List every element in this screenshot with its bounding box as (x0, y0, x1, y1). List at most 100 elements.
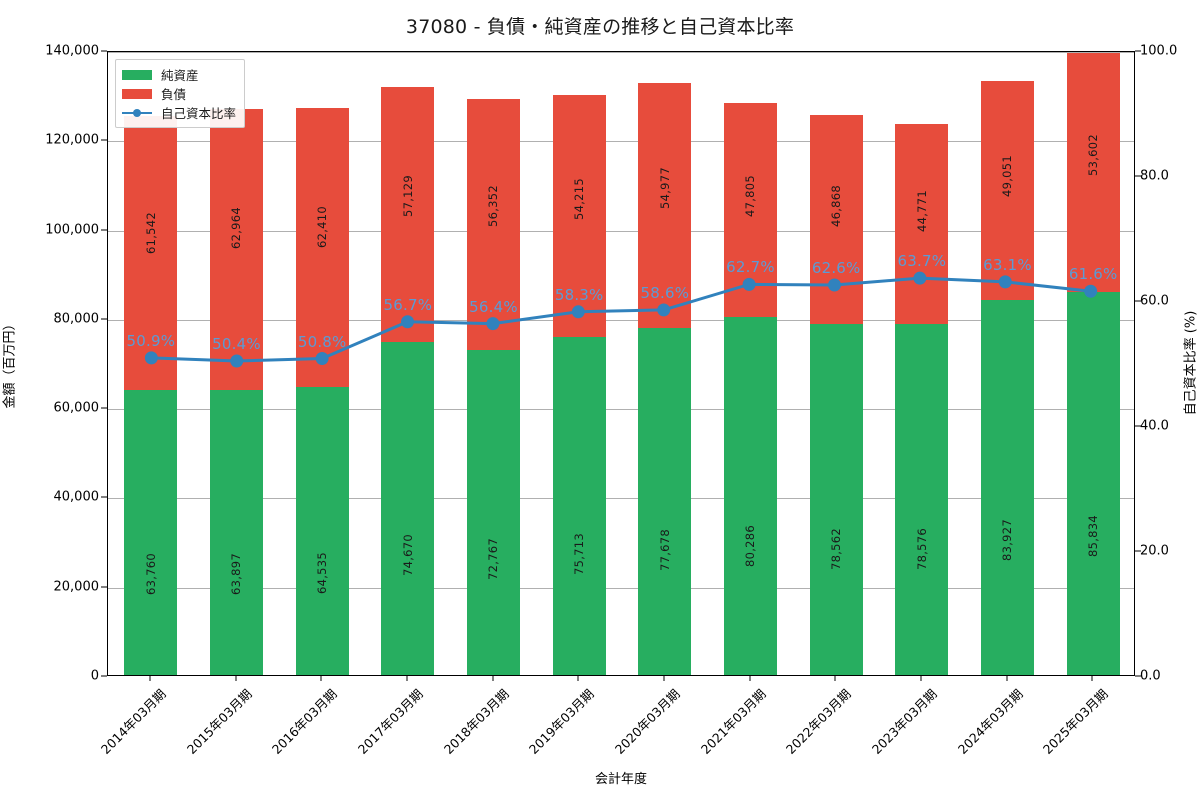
bar-group[interactable]: 72,767 56,352 (466, 50, 521, 675)
bar-segment-liability[interactable]: 49,051 (980, 81, 1035, 301)
bar-segment-liability[interactable]: 46,868 (809, 115, 863, 325)
bar-value-label-liability: 54,977 (657, 166, 672, 210)
bar-group[interactable]: 83,927 49,051 (980, 50, 1035, 675)
y-axis-right-label: 自己資本比率 (%) (1183, 310, 1199, 416)
y-axis-left-tick-mark (101, 139, 107, 141)
y-axis-left-tick-label: 20,000 (53, 579, 100, 595)
bar-value-label-equity: 78,562 (829, 527, 844, 570)
bar-segment-equity[interactable]: 64,535 (295, 386, 349, 675)
bar-group[interactable]: 63,897 62,964 (209, 50, 264, 675)
bar-value-label-liability: 57,129 (400, 174, 415, 217)
bar-value-label-equity: 83,927 (1000, 518, 1015, 561)
bar-segment-liability[interactable]: 44,771 (895, 124, 949, 325)
bar-group[interactable]: 85,834 53,602 (1066, 50, 1120, 675)
gridline (108, 587, 1134, 589)
gridline (108, 141, 1134, 143)
bar-value-label-liability: 53,602 (1086, 134, 1101, 177)
bar-segment-liability[interactable]: 53,602 (1066, 52, 1120, 292)
bar-segment-liability[interactable]: 47,805 (723, 103, 778, 317)
ratio-value-label: 61.6% (1068, 265, 1118, 283)
x-axis-tick-mark (1006, 676, 1007, 681)
chart-title: 37080 - 負債・純資産の推移と自己資本比率 (405, 16, 795, 38)
bar-value-label-liability: 49,051 (1000, 154, 1015, 197)
y-axis-right-tick-mark (1135, 50, 1141, 52)
ratio-value-label: 62.6% (811, 258, 861, 277)
x-axis-tick-label: 2015年03月期 (183, 686, 255, 757)
bar-group[interactable]: 78,576 44,771 (895, 50, 949, 675)
bar-value-label-equity: 77,678 (657, 529, 672, 572)
x-axis-tick-mark (663, 676, 665, 681)
y-axis-left-tick-label: 40,000 (53, 489, 100, 505)
bar-value-label-equity: 64,535 (315, 551, 330, 594)
y-axis-left-tick-label: 0 (90, 668, 99, 684)
ratio-value-label: 50.8% (297, 332, 347, 351)
legend-item[interactable]: 自己資本比率 (122, 103, 236, 122)
bar-value-label-liability: 62,410 (315, 205, 330, 248)
bar-value-label-liability: 44,771 (914, 190, 929, 233)
bar-segment-equity[interactable]: 80,286 (723, 316, 778, 675)
x-axis-tick-label: 2020年03月期 (611, 686, 683, 757)
y-axis-right-tick-mark (1135, 675, 1141, 677)
legend-swatch-icon (122, 69, 152, 80)
legend-item[interactable]: 純資産 (122, 65, 236, 84)
bar-value-label-equity: 78,576 (914, 527, 929, 570)
x-axis-tick-mark (149, 676, 151, 681)
y-axis-left-tick-label: 80,000 (53, 311, 100, 327)
plot-area: 63,760 61,542 63,897 62,964 64,535 62,410 74,6… (107, 51, 1135, 676)
legend-item-label: 自己資本比率 (161, 106, 237, 121)
y-axis-left-tick-mark (101, 50, 107, 52)
x-axis-tick-mark (577, 676, 579, 681)
bar-value-label-equity: 80,286 (743, 524, 758, 567)
bar-group[interactable]: 64,535 62,410 (295, 50, 349, 675)
bar-group[interactable]: 77,678 54,977 (638, 50, 692, 675)
ratio-value-label: 62.7% (726, 258, 775, 277)
bar-segment-equity[interactable]: 63,760 (124, 390, 178, 675)
y-axis-left-tick-mark (101, 318, 107, 320)
x-axis-tick-label: 2017年03月期 (354, 686, 426, 757)
bar-segment-equity[interactable]: 74,670 (381, 341, 435, 675)
y-axis-right-tick-label: 80.0 (1140, 168, 1169, 184)
legend-item[interactable]: 負債 (122, 84, 236, 103)
x-axis-tick-mark (749, 676, 750, 681)
y-axis-left-label: 金額（百万円） (2, 317, 18, 409)
bar-segment-equity[interactable]: 77,678 (638, 328, 692, 675)
bar-group[interactable]: 75,713 54,215 (552, 50, 606, 675)
bar-segment-equity[interactable]: 75,713 (552, 337, 606, 675)
bar-value-label-liability: 62,964 (229, 207, 244, 250)
x-axis-tick-label: 2024年03月期 (954, 686, 1026, 757)
bar-value-label-liability: 46,868 (829, 184, 844, 227)
y-axis-left-tick-mark (101, 586, 107, 588)
bar-segment-equity[interactable]: 78,576 (895, 324, 949, 675)
bar-segment-equity[interactable]: 83,927 (980, 300, 1035, 675)
y-axis-left-tick-label: 100,000 (45, 222, 99, 238)
ratio-value-label: 58.3% (554, 285, 604, 304)
x-axis-tick-mark (834, 676, 836, 681)
bar-group[interactable]: 80,286 47,805 (723, 50, 778, 675)
y-axis-left-tick-mark (101, 407, 107, 409)
ratio-value-label: 56.7% (383, 295, 433, 314)
y-axis-right-tick-mark (1135, 300, 1141, 302)
bar-group[interactable]: 74,670 57,129 (381, 50, 435, 675)
bar-segment-equity[interactable]: 63,897 (209, 389, 264, 675)
x-axis-tick-mark (320, 676, 322, 681)
y-axis-left-tick-mark (101, 675, 107, 677)
bar-group[interactable]: 78,562 46,868 (809, 50, 863, 675)
bar-segment-equity[interactable]: 85,834 (1066, 291, 1120, 675)
gridline (108, 498, 1134, 500)
bar-segment-equity[interactable]: 72,767 (466, 350, 521, 675)
bar-segment-equity[interactable]: 78,562 (809, 324, 863, 675)
y-axis-left-tick-label: 140,000 (45, 43, 99, 59)
x-axis-tick-mark (492, 676, 493, 681)
bar-value-label-equity: 63,760 (143, 552, 158, 595)
x-axis-tick-label: 2023年03月期 (868, 686, 940, 757)
bar-value-label-equity: 85,834 (1086, 515, 1101, 558)
legend-line-marker-icon (122, 108, 152, 118)
ratio-value-label: 63.7% (897, 251, 947, 270)
x-axis-tick-label: 2022年03月期 (783, 686, 854, 757)
x-axis-tick-label: 2016年03月期 (269, 686, 340, 757)
x-axis-tick-label: 2014年03月期 (97, 686, 169, 757)
bar-group[interactable]: 63,760 61,542 (124, 50, 178, 675)
bar-value-label-equity: 74,670 (400, 534, 415, 577)
x-axis-tick-label: 2021年03月期 (697, 686, 769, 757)
